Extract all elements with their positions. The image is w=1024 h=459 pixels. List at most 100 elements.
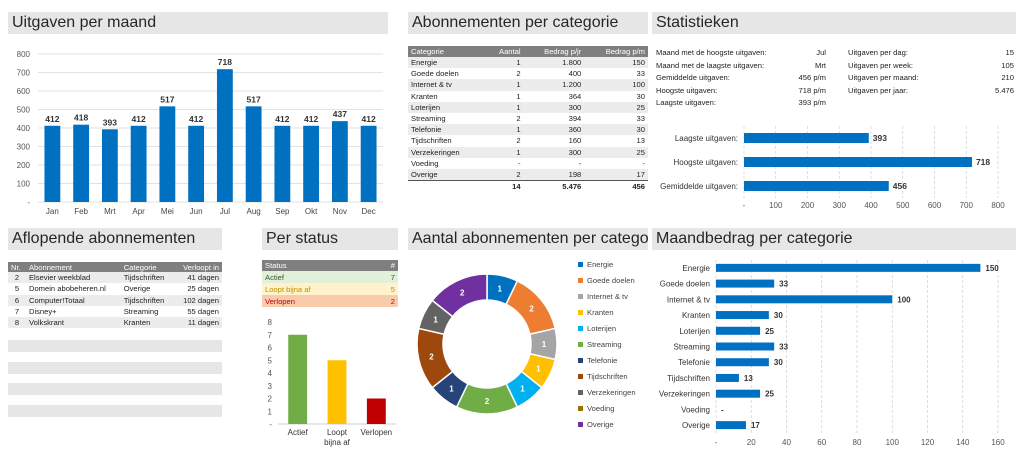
table-cell: Kranten xyxy=(411,91,438,101)
x-tick-label: Feb xyxy=(74,207,88,216)
table-row: Streaming 2 394 33 xyxy=(408,113,648,124)
x-tick-label: Jan xyxy=(46,207,59,216)
y-tick-label: 200 xyxy=(17,161,31,170)
status-row: Loopt bijna af 5 xyxy=(262,283,398,295)
stat-row: Maand met de laagste uitgaven: Mrt xyxy=(656,61,826,74)
x-tick-label: - xyxy=(715,438,718,447)
table-cell: Elsevier weekblad xyxy=(25,272,121,284)
table-cell: Streaming xyxy=(411,114,446,124)
data-label: 17 xyxy=(751,421,760,430)
bar xyxy=(716,389,761,398)
table-row: 8 Volkskrant Kranten 11 dagen xyxy=(8,317,222,329)
table-cell: 360 xyxy=(523,124,585,136)
table-cell: Volkskrant xyxy=(25,317,121,329)
data-label: 456 xyxy=(893,181,907,191)
table-cell: 17 xyxy=(584,168,648,181)
data-label: 393 xyxy=(103,117,117,127)
bar xyxy=(744,181,889,191)
table-cell: 5 xyxy=(14,284,20,294)
table-cell: Disney+ xyxy=(28,307,57,317)
data-label: 412 xyxy=(275,114,289,124)
stats-right: Uitgaven per dag: 15 Uitgaven per week: 105… xyxy=(848,48,1014,98)
y-tick-label: 3 xyxy=(268,382,273,391)
table-row: Telefonie 1 360 30 xyxy=(408,124,648,136)
table-cell: 300 xyxy=(523,146,585,158)
table-row: 6 Computer!Totaal Tijdschriften 102 dagen xyxy=(8,294,222,306)
col-header: Categorie xyxy=(120,262,175,272)
slice-label: 2 xyxy=(485,397,490,406)
y-tick-label: Gemiddelde uitgaven: xyxy=(660,182,738,191)
table-cell: 1 xyxy=(484,79,524,91)
bar xyxy=(716,358,769,367)
data-label: 100 xyxy=(897,295,911,304)
data-label: 30 xyxy=(774,311,783,320)
total-month: 456 xyxy=(584,179,648,194)
x-tick-label: Okt xyxy=(305,207,318,216)
y-tick-label: - xyxy=(27,198,30,207)
y-tick-label: 8 xyxy=(268,318,273,327)
table-cell: 25 xyxy=(584,146,648,158)
legend-label: Voeding xyxy=(587,403,615,413)
legend-item: Overige xyxy=(578,416,636,432)
table-cell: 400 xyxy=(568,69,582,79)
stat-row: Maand met de hoogste uitgaven: Jul xyxy=(656,48,826,61)
monthly-cat-panel: Maandbedrag per categorie - 20 40 60 80 100 12… xyxy=(652,228,1016,453)
data-label: - xyxy=(721,405,724,414)
x-tick-label: Actief xyxy=(288,428,309,437)
table-cell: 7 xyxy=(14,307,20,317)
x-tick-label: Loopt xyxy=(327,428,348,437)
y-tick-label: Goede doelen xyxy=(660,280,710,289)
slice-label: 2 xyxy=(429,353,434,362)
x-tick-label: Verlopen xyxy=(361,428,393,437)
x-tick-label: 400 xyxy=(864,201,878,210)
legend-swatch xyxy=(578,325,583,331)
data-label: 13 xyxy=(744,374,753,383)
table-cell: 2 xyxy=(484,168,524,181)
y-tick-label: 700 xyxy=(17,69,31,78)
bar xyxy=(303,125,320,202)
stat-value: 456 p/m xyxy=(798,73,826,82)
table-cell: 2 xyxy=(516,114,521,124)
bar xyxy=(44,125,61,202)
table-row: Overige 2 198 17 xyxy=(408,168,648,181)
table-cell: Energie xyxy=(408,57,485,69)
table-cell: 300 xyxy=(523,101,585,113)
slice-label: 1 xyxy=(433,315,438,324)
y-tick-label: 400 xyxy=(17,124,31,133)
legend-item: Goede doelen xyxy=(578,272,636,288)
empty-row xyxy=(8,340,222,353)
bar xyxy=(716,342,775,351)
table-cell: Tijdschriften xyxy=(120,294,175,306)
x-tick-label: 120 xyxy=(921,438,935,447)
col-header: Verloopt in xyxy=(174,262,222,272)
table-row: Goede doelen 2 400 33 xyxy=(408,68,648,79)
bar xyxy=(274,125,291,202)
data-label: 412 xyxy=(132,114,146,124)
legend-label: Energie xyxy=(587,259,614,269)
y-tick-label: 7 xyxy=(268,331,273,340)
status-table: Status # Actief 7 Loopt bijna af 5 Verlopen 2 xyxy=(262,260,398,307)
y-tick-label: 2 xyxy=(268,395,273,404)
data-label: 412 xyxy=(189,114,203,124)
table-row: Kranten 1 364 30 xyxy=(408,91,648,102)
stat-label: Uitgaven per week: xyxy=(848,60,914,70)
table-cell: Overige xyxy=(123,284,151,294)
stat-row: Uitgaven per week: 105 xyxy=(848,61,1014,74)
status-count: 7 xyxy=(375,271,398,283)
x-tick-label: Dec xyxy=(362,207,376,216)
x-tick-label: bijna af xyxy=(324,438,351,447)
table-row: Tijdschriften 2 160 13 xyxy=(408,135,648,146)
stats-panel: Statistieken Maand met de hoogste uitgav… xyxy=(652,12,1016,217)
col-header: Status xyxy=(262,260,376,271)
table-cell: Goede doelen xyxy=(411,69,459,79)
table-cell: 2 xyxy=(516,69,521,79)
stat-label: Laagste uitgaven: xyxy=(656,98,716,107)
col-header: # xyxy=(375,260,398,271)
stat-label: Gemiddelde uitgaven: xyxy=(656,73,730,82)
status-label: Actief xyxy=(262,271,376,283)
x-tick-label: Mrt xyxy=(104,207,116,216)
slice-label: 1 xyxy=(449,385,454,394)
table-cell: 1 xyxy=(484,124,524,136)
stat-label: Uitgaven per maand: xyxy=(848,73,919,82)
